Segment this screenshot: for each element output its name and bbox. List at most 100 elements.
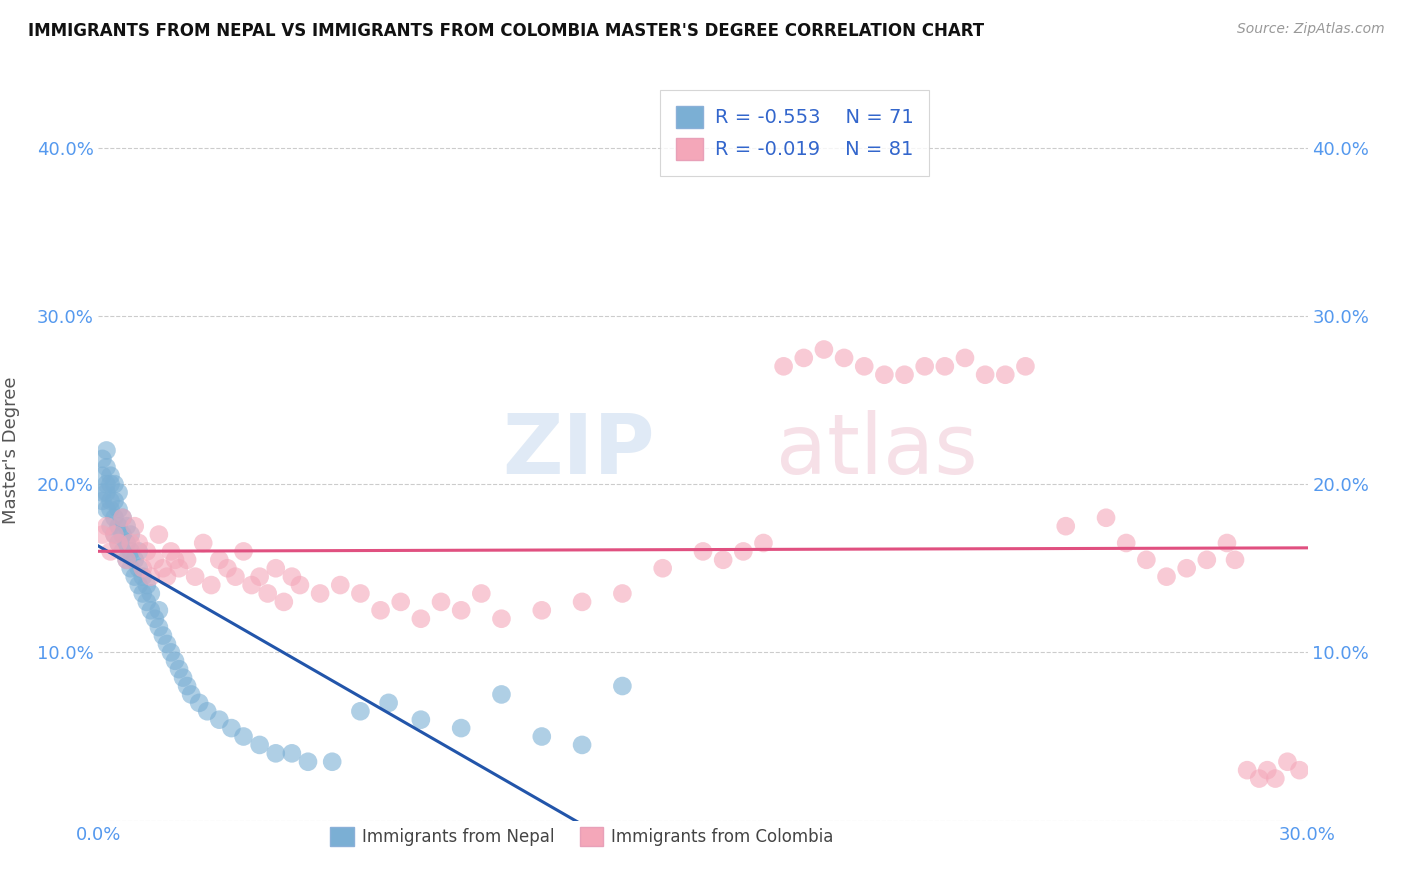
Point xyxy=(91,451,114,466)
Point xyxy=(232,730,254,744)
Point xyxy=(132,561,155,575)
Point xyxy=(1288,763,1310,777)
Point xyxy=(172,671,194,685)
Point xyxy=(200,578,222,592)
Point xyxy=(281,747,304,761)
Point xyxy=(163,553,186,567)
Point xyxy=(491,612,513,626)
Point xyxy=(120,561,142,575)
Point xyxy=(914,359,936,374)
Point xyxy=(124,519,146,533)
Point xyxy=(1264,772,1286,786)
Point xyxy=(107,485,129,500)
Point xyxy=(156,569,179,583)
Point xyxy=(491,688,513,702)
Point xyxy=(100,519,122,533)
Point xyxy=(107,519,129,533)
Point xyxy=(612,586,634,600)
Point xyxy=(1195,553,1218,567)
Point xyxy=(160,645,183,659)
Point xyxy=(96,519,118,533)
Point xyxy=(139,586,162,600)
Point xyxy=(148,527,170,541)
Point xyxy=(124,569,146,583)
Point xyxy=(651,561,673,575)
Point xyxy=(692,544,714,558)
Point xyxy=(107,502,129,516)
Point xyxy=(1236,763,1258,777)
Point xyxy=(813,343,835,357)
Point xyxy=(249,569,271,583)
Point xyxy=(281,569,304,583)
Point xyxy=(793,351,815,365)
Point xyxy=(430,595,453,609)
Point xyxy=(100,502,122,516)
Point xyxy=(450,603,472,617)
Point xyxy=(711,553,734,567)
Point xyxy=(273,595,295,609)
Point xyxy=(208,713,231,727)
Point xyxy=(232,544,254,558)
Point xyxy=(733,544,755,558)
Point xyxy=(188,696,211,710)
Text: Source: ZipAtlas.com: Source: ZipAtlas.com xyxy=(1237,22,1385,37)
Point xyxy=(832,351,855,365)
Point xyxy=(853,359,876,374)
Point xyxy=(176,553,198,567)
Point xyxy=(120,544,142,558)
Point xyxy=(103,527,125,541)
Point xyxy=(107,536,129,550)
Point xyxy=(571,738,593,752)
Point xyxy=(180,688,202,702)
Point xyxy=(297,755,319,769)
Point xyxy=(530,730,553,744)
Y-axis label: Master's Degree: Master's Degree xyxy=(1,376,20,524)
Point xyxy=(752,536,775,550)
Point xyxy=(450,721,472,735)
Point xyxy=(111,527,134,541)
Point xyxy=(571,595,593,609)
Point xyxy=(256,586,278,600)
Point xyxy=(120,536,142,550)
Point xyxy=(224,569,246,583)
Point xyxy=(132,569,155,583)
Point xyxy=(1223,553,1246,567)
Point xyxy=(120,527,142,541)
Point xyxy=(370,603,392,617)
Point xyxy=(1156,569,1178,583)
Point xyxy=(873,368,896,382)
Point xyxy=(193,536,215,550)
Point xyxy=(1249,772,1271,786)
Point xyxy=(288,578,311,592)
Point xyxy=(143,612,166,626)
Point xyxy=(135,544,157,558)
Point xyxy=(264,561,287,575)
Point xyxy=(148,603,170,617)
Point xyxy=(160,544,183,558)
Point xyxy=(128,578,150,592)
Point xyxy=(1095,510,1118,524)
Point xyxy=(128,544,150,558)
Point xyxy=(107,536,129,550)
Point xyxy=(96,443,118,458)
Point xyxy=(409,713,432,727)
Point xyxy=(612,679,634,693)
Point xyxy=(1256,763,1278,777)
Point xyxy=(1054,519,1077,533)
Point xyxy=(409,612,432,626)
Point xyxy=(139,569,162,583)
Point xyxy=(111,510,134,524)
Point xyxy=(103,510,125,524)
Text: IMMIGRANTS FROM NEPAL VS IMMIGRANTS FROM COLOMBIA MASTER'S DEGREE CORRELATION CH: IMMIGRANTS FROM NEPAL VS IMMIGRANTS FROM… xyxy=(28,22,984,40)
Point xyxy=(115,553,138,567)
Point xyxy=(100,468,122,483)
Point xyxy=(152,628,174,642)
Point xyxy=(1277,755,1299,769)
Point xyxy=(135,595,157,609)
Point xyxy=(115,519,138,533)
Point xyxy=(100,544,122,558)
Point xyxy=(111,544,134,558)
Point xyxy=(103,527,125,541)
Point xyxy=(111,510,134,524)
Point xyxy=(103,477,125,491)
